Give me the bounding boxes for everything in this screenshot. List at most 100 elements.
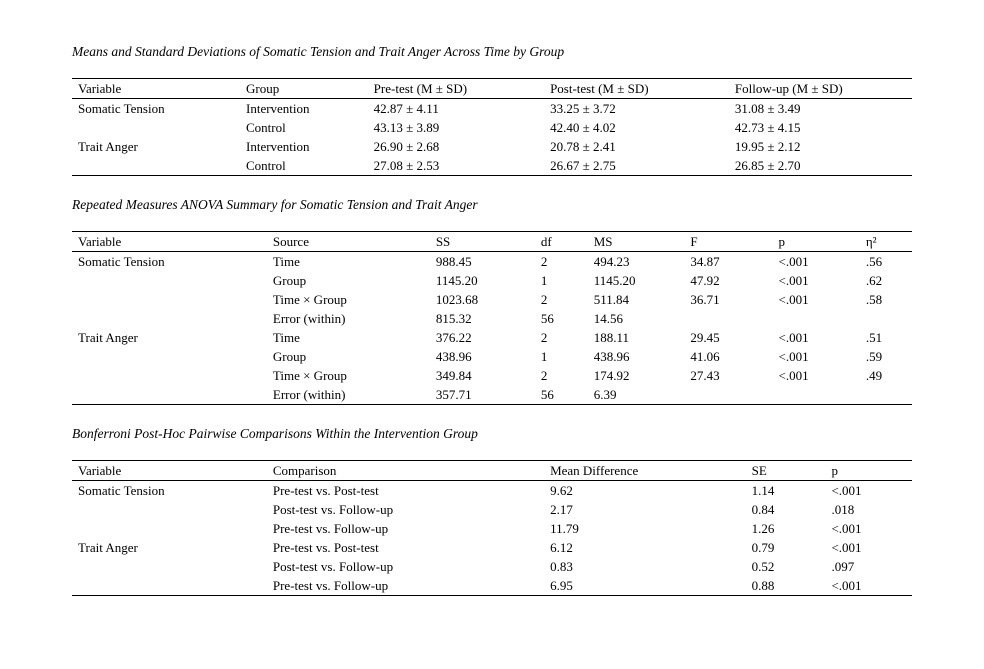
table-cell: 188.11 [593, 330, 630, 345]
table-cell: Pre-test vs. Follow-up [272, 578, 389, 593]
posthoc-table: Variable Comparison Mean Difference SE p Som… [72, 460, 912, 596]
column-header: Post-test (M ± SD) [550, 81, 649, 96]
column-header: Variable [78, 81, 122, 96]
table-cell: Somatic Tension [78, 483, 165, 498]
table-cell: 0.84 [751, 502, 775, 517]
table-row: Group 438.96 1 438.96 41.06 <.001 .59 [72, 347, 912, 366]
section-means-sd: Means and Standard Deviations of Somatic… [72, 44, 912, 176]
table-cell: 27.08 ± 2.53 [373, 158, 440, 173]
table-cell: .097 [831, 559, 855, 574]
table-cell: Intervention [246, 139, 310, 154]
table-cell: Error (within) [272, 387, 346, 402]
header-row: Variable Comparison Mean Difference SE p [72, 461, 912, 481]
table-cell: 47.92 [690, 273, 720, 288]
table-cell [72, 290, 267, 309]
table-cell: Trait Anger [78, 330, 138, 345]
table-cell: <.001 [778, 273, 809, 288]
table-cell: .49 [865, 368, 883, 383]
column-header: Comparison [272, 463, 337, 478]
column-header: Variable [78, 463, 122, 478]
table-cell: 357.71 [435, 387, 472, 402]
column-header: Pre-test (M ± SD) [373, 81, 468, 96]
table-cell: 174.92 [593, 368, 630, 383]
table-row: Trait Anger Intervention 26.90 ± 2.68 20.78… [72, 137, 912, 156]
table-cell: 1145.20 [593, 273, 636, 288]
table-cell: 1145.20 [435, 273, 478, 288]
table-cell: 0.88 [751, 578, 775, 593]
table-cell: .56 [865, 254, 883, 269]
table-cell: Group [272, 273, 307, 288]
column-header: SE [751, 463, 767, 478]
table-cell: 29.45 [690, 330, 720, 345]
table-cell: <.001 [778, 330, 809, 345]
table-cell: Time × Group [272, 292, 347, 307]
table-cell: <.001 [778, 368, 809, 383]
table-row: Group 1145.20 1 1145.20 47.92 <.001 .62 [72, 271, 912, 290]
table-row: Error (within) 357.71 56 6.39 [72, 385, 912, 405]
table-cell: 56 [540, 311, 554, 326]
table-cell: <.001 [831, 578, 862, 593]
posthoc-table-head: Variable Comparison Mean Difference SE p [72, 461, 912, 481]
table-cell: 376.22 [435, 330, 472, 345]
table-cell: .58 [865, 292, 883, 307]
table-cell [72, 576, 267, 596]
table-cell [72, 347, 267, 366]
column-header: p [831, 463, 838, 478]
table-cell: Pre-test vs. Post-test [272, 483, 379, 498]
table-cell: 41.06 [690, 349, 720, 364]
document: Means and Standard Deviations of Somatic… [72, 44, 912, 596]
table-cell: 1.14 [751, 483, 775, 498]
table-cell: 2 [540, 254, 548, 269]
table-cell: 6.39 [593, 387, 617, 402]
table-title-posthoc: Bonferroni Post-Hoc Pairwise Comparisons… [72, 426, 478, 441]
table-cell: .59 [865, 349, 883, 364]
table-cell: <.001 [831, 483, 862, 498]
table-cell: 988.45 [435, 254, 472, 269]
table-cell: 2 [540, 368, 548, 383]
column-header: Group [246, 81, 280, 96]
column-header: F [690, 234, 698, 249]
table-cell: Pre-test vs. Follow-up [272, 521, 389, 536]
table-cell [773, 385, 860, 405]
column-header: Variable [78, 234, 122, 249]
table-cell: 27.43 [690, 368, 720, 383]
table-cell: 34.87 [690, 254, 720, 269]
table-cell: 1 [540, 273, 548, 288]
table-cell: 42.73 ± 4.15 [734, 120, 801, 135]
table-cell: 6.12 [550, 540, 573, 555]
table-row: Error (within) 815.32 56 14.56 [72, 309, 912, 328]
table-cell [684, 385, 772, 405]
table-row: Time × Group 349.84 2 174.92 27.43 <.001 .49 [72, 366, 912, 385]
table-cell: 2.17 [550, 502, 573, 517]
header-row: Variable Group Pre-test (M ± SD) Post-test … [72, 79, 912, 99]
table-cell: 2 [540, 292, 548, 307]
table-row: Post-test vs. Follow-up 2.17 0.84 .018 [72, 500, 912, 519]
table-cell: 11.79 [550, 521, 579, 536]
table-cell: .51 [865, 330, 883, 345]
table-cell: 0.52 [751, 559, 775, 574]
table-row: Somatic Tension Pre-test vs. Post-test 9.6… [72, 481, 912, 501]
table-row: Control 27.08 ± 2.53 26.67 ± 2.75 26.85 ± 2… [72, 156, 912, 176]
table-row: Control 43.13 ± 3.89 42.40 ± 4.02 42.73 ± 4… [72, 118, 912, 137]
table-row: Time × Group 1023.68 2 511.84 36.71 <.001 .58 [72, 290, 912, 309]
table-cell: 9.62 [550, 483, 573, 498]
table-cell: 6.95 [550, 578, 573, 593]
table-cell: <.001 [778, 349, 809, 364]
table-cell: 19.95 ± 2.12 [734, 139, 801, 154]
table-cell [72, 156, 240, 176]
table-cell: 438.96 [435, 349, 472, 364]
posthoc-table-body: Somatic Tension Pre-test vs. Post-test 9.6… [72, 481, 912, 596]
table-cell: 26.90 ± 2.68 [373, 139, 440, 154]
table-cell: Somatic Tension [78, 254, 165, 269]
table-cell: 1.26 [751, 521, 775, 536]
table-row: Pre-test vs. Follow-up 6.95 0.88 <.001 [72, 576, 912, 596]
table-cell: 42.87 ± 4.11 [373, 101, 439, 116]
table-cell: Post-test vs. Follow-up [272, 502, 394, 517]
table-cell: 494.23 [593, 254, 630, 269]
column-header: SS [435, 234, 451, 249]
table-cell: Time [272, 254, 300, 269]
table-cell [860, 385, 912, 405]
table-cell: <.001 [831, 521, 862, 536]
